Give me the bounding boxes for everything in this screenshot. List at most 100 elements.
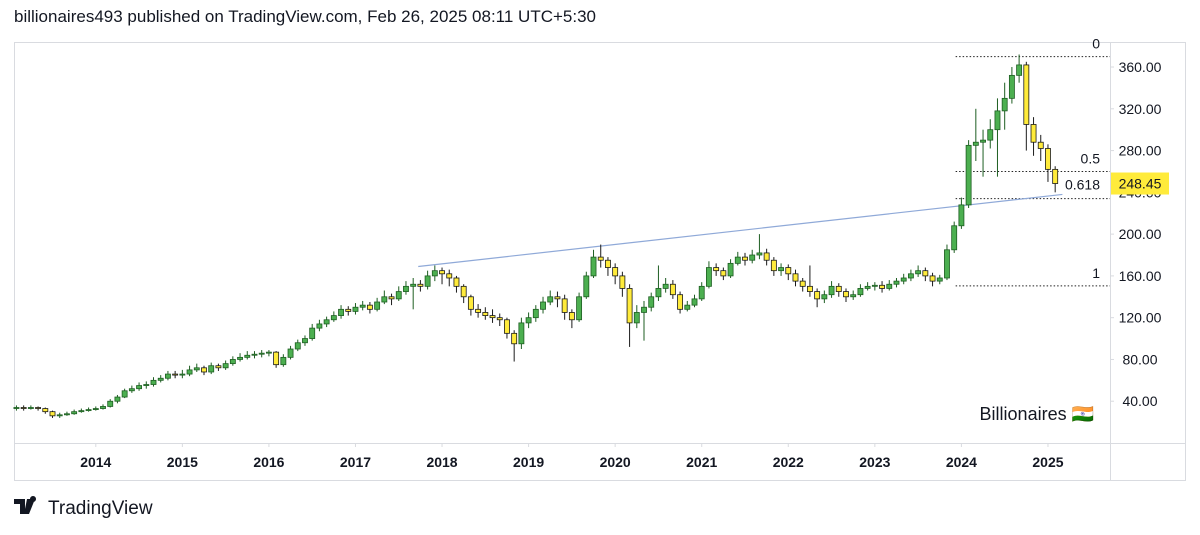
candle-body [713, 267, 720, 272]
candle-body [893, 280, 900, 285]
candle-body [388, 296, 395, 300]
candle-body [583, 275, 590, 298]
tradingview-logo: TradingView [14, 496, 153, 519]
candle-body [915, 270, 922, 275]
candle-body [352, 306, 359, 312]
candle-body [633, 312, 640, 324]
x-tick-label: 2023 [859, 454, 890, 470]
candle-body [92, 408, 99, 410]
candle-body [323, 319, 330, 325]
candle-body [734, 256, 741, 264]
candle-body [229, 359, 236, 365]
candle-body [42, 408, 49, 413]
candle-body [525, 317, 532, 324]
candle-body [828, 285, 835, 296]
x-tick-label: 2020 [600, 454, 631, 470]
y-tick-label: 40.00 [1122, 393, 1157, 409]
candle-body [900, 277, 907, 282]
x-tick-label: 2022 [773, 454, 804, 470]
candle-body [958, 204, 965, 227]
candle-body [179, 373, 186, 376]
candle-body [403, 285, 409, 292]
x-tick-label: 2024 [946, 454, 977, 470]
candle-body [684, 304, 691, 310]
y-tick-label: 120.00 [1119, 310, 1162, 326]
candle-body [302, 338, 308, 344]
candle-body [814, 291, 821, 300]
candle-body [727, 262, 734, 277]
candle-body [193, 367, 200, 371]
candle-body [706, 267, 712, 287]
candle-body [489, 315, 496, 319]
candle-body [410, 283, 417, 287]
candle-body [35, 407, 42, 409]
candle-body [157, 377, 164, 381]
candle-body [605, 259, 611, 268]
candle-body [547, 296, 554, 303]
candle-body [13, 407, 20, 409]
candle-body [576, 296, 583, 321]
fib-level-label: 0.618 [1065, 177, 1100, 193]
candle-body [936, 277, 943, 282]
candle-body [886, 283, 893, 289]
candle-body [121, 390, 128, 398]
candle-body [1016, 64, 1023, 76]
candle-body [496, 317, 503, 321]
candle-body [172, 373, 179, 376]
candle-body [929, 275, 936, 282]
candle-body [1052, 168, 1059, 184]
candle-body [907, 273, 914, 279]
candle-body [237, 356, 243, 360]
y-tick-label: 80.00 [1122, 351, 1157, 367]
candle-body [1045, 148, 1051, 170]
candle-body [612, 267, 619, 277]
y-tick-label: 200.00 [1119, 226, 1162, 242]
candle-body [215, 365, 222, 369]
y-tick-label: 160.00 [1119, 268, 1162, 284]
candle-body [532, 308, 539, 319]
candle-body [987, 129, 994, 141]
fib-level-label: 0.5 [1081, 150, 1101, 166]
candle-body [417, 283, 424, 287]
candle-body [770, 259, 777, 272]
candle-body [316, 323, 323, 329]
fib-level-label: 0 [1092, 36, 1100, 52]
candle-body [554, 296, 561, 300]
candle-body [395, 291, 402, 300]
candle-body [345, 308, 352, 312]
candle-body [994, 110, 1001, 131]
candle-body [107, 400, 114, 407]
candle-body [431, 270, 438, 277]
candle-body [446, 273, 453, 279]
candle-body [439, 270, 445, 275]
candle-body [71, 411, 78, 415]
candle-body [64, 413, 70, 416]
candle-body [561, 298, 568, 313]
logo-icon [14, 496, 37, 514]
candle-body [128, 388, 135, 392]
candle-body [972, 141, 979, 146]
chart-frame [14, 42, 1186, 481]
candle-body [922, 270, 929, 277]
candle-body [165, 373, 171, 379]
header: billionaires493 published on TradingView… [14, 7, 596, 26]
x-tick-label: 2016 [253, 454, 284, 470]
candle-body [85, 409, 92, 412]
candle-body [1008, 74, 1015, 99]
candle-body [222, 363, 229, 369]
candle-body [424, 275, 431, 287]
candle-body [879, 284, 885, 289]
candle-body [785, 267, 792, 275]
candle-body [799, 280, 806, 287]
x-tick-label: 2014 [80, 454, 111, 470]
candle-body [850, 294, 857, 298]
x-tick-label: 2017 [340, 454, 371, 470]
candle-body [792, 273, 799, 282]
candle-body [806, 285, 813, 292]
candle-body [294, 342, 301, 350]
candle-body [280, 356, 287, 366]
candle-body [821, 294, 828, 300]
last-price-label: 248.45 [1119, 176, 1162, 192]
candle-body [258, 352, 265, 355]
